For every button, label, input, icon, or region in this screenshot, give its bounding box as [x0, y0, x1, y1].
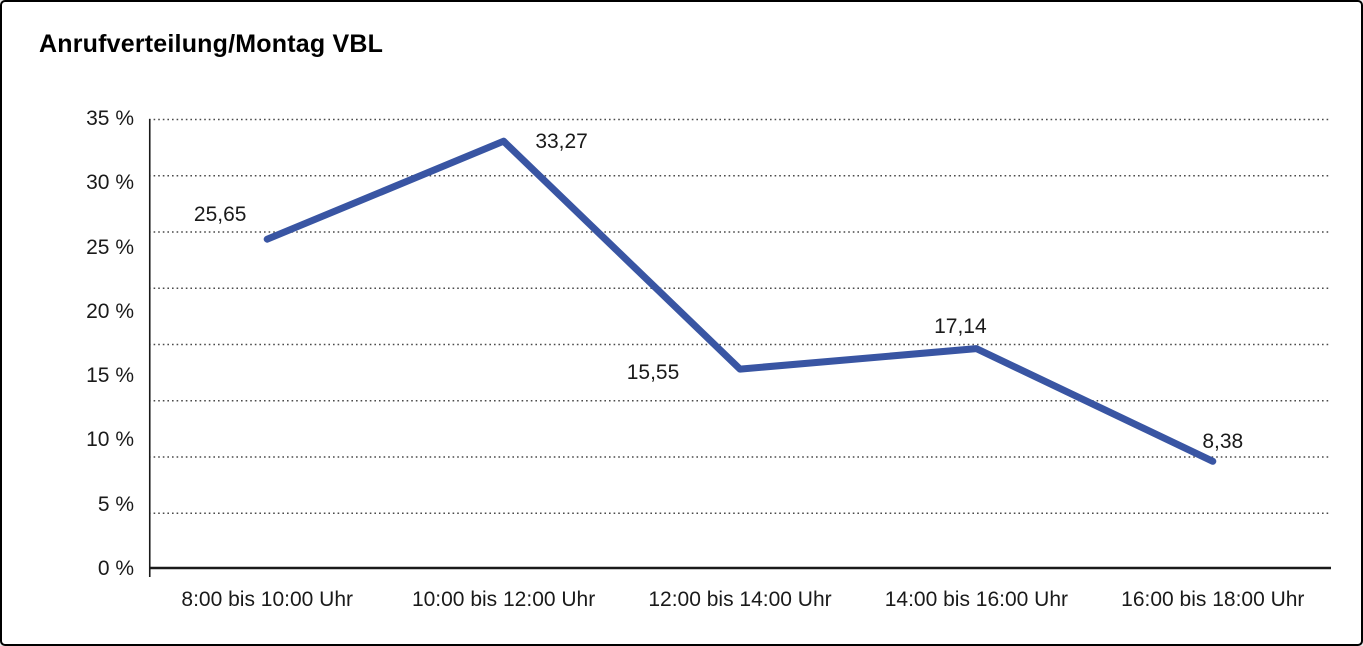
y-tick-label: 0 %	[97, 557, 134, 580]
x-tick-label: 8:00 bis 10:00 Uhr	[181, 588, 353, 611]
data-line	[263, 137, 1217, 465]
x-tick-label: 12:00 bis 14:00 Uhr	[648, 588, 832, 611]
data-point-label: 15,55	[626, 361, 680, 385]
plot-area	[148, 118, 1331, 577]
y-tick-label: 30 %	[86, 171, 134, 195]
x-tick-label: 10:00 bis 12:00 Uhr	[411, 588, 596, 611]
y-tick-label: 20 %	[86, 299, 134, 323]
y-tick-label: 15 %	[86, 364, 134, 388]
data-point-label: 17,14	[934, 314, 987, 338]
y-tick-label: 10 %	[86, 428, 134, 452]
chart-canvas	[148, 118, 1331, 577]
data-point-label: 8,38	[1202, 430, 1244, 454]
chart-title: Anrufverteilung/Montag VBL	[39, 30, 384, 58]
y-tick-label: 35 %	[86, 107, 134, 130]
x-tick-label: 16:00 bis 18:00 Uhr	[1121, 588, 1305, 611]
data-point-label: 25,65	[193, 203, 247, 227]
y-tick-label: 25 %	[86, 235, 134, 259]
y-tick-label: 5 %	[97, 492, 134, 516]
data-point-label: 33,27	[535, 130, 588, 154]
x-tick-label: 14:00 bis 16:00 Uhr	[884, 588, 1069, 611]
